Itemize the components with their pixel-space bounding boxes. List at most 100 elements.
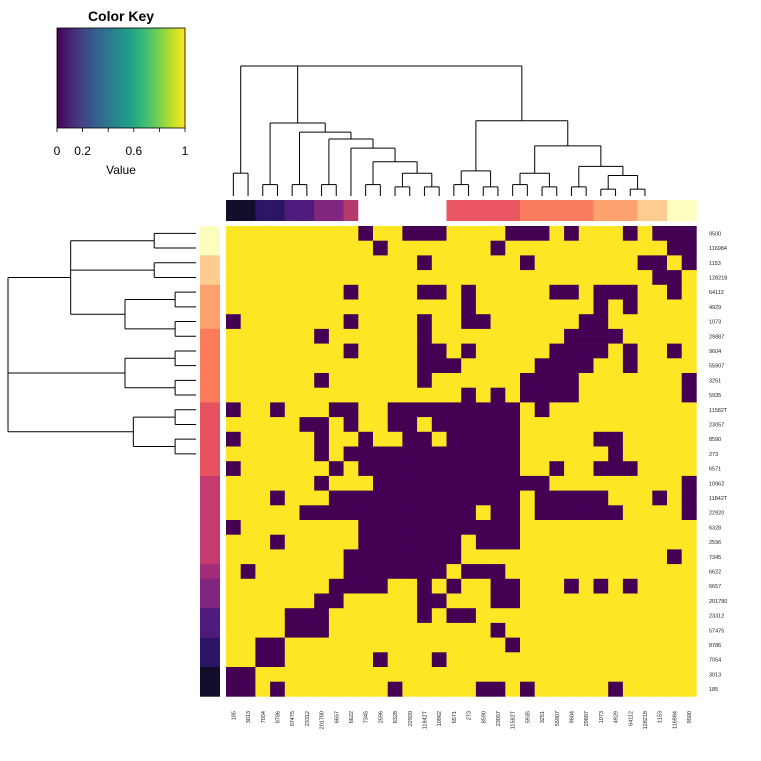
heatmap-cell <box>270 402 286 418</box>
heatmap-cell <box>564 255 580 271</box>
heatmap-cell <box>490 637 506 653</box>
heatmap-cell <box>299 343 315 359</box>
heatmap-cell <box>446 387 462 403</box>
heatmap-cell <box>520 652 535 668</box>
heatmap-cell <box>505 431 521 447</box>
heatmap-cell <box>373 461 388 477</box>
heatmap-cell <box>490 299 506 315</box>
heatmap-cell <box>328 417 344 433</box>
heatmap-cell <box>549 637 565 653</box>
heatmap-cell <box>622 343 638 359</box>
heatmap-cell <box>299 505 315 521</box>
column-sidebar-cell <box>652 200 668 221</box>
heatmap-cell <box>622 475 638 491</box>
heatmap-cell <box>299 299 315 315</box>
row-sidebar-cell <box>200 490 220 506</box>
heatmap-cell <box>328 358 344 374</box>
heatmap-cell <box>490 328 506 344</box>
heatmap-cell <box>549 270 565 286</box>
heatmap-cell <box>681 255 697 271</box>
heatmap-cell <box>387 417 403 433</box>
heatmap-cell <box>373 549 388 565</box>
heatmap-cell <box>593 402 609 418</box>
heatmap-cell <box>387 549 403 565</box>
heatmap-cell <box>328 240 344 256</box>
heatmap-cell <box>270 505 286 521</box>
heatmap-cell <box>534 387 550 403</box>
column-sidebar-cell <box>637 200 653 221</box>
heatmap-cell <box>667 387 682 403</box>
heatmap-cell <box>431 490 447 506</box>
heatmap-cell <box>431 431 447 447</box>
heatmap-cell <box>681 284 697 300</box>
heatmap-cell <box>505 446 521 462</box>
heatmap-cell <box>534 667 550 682</box>
heatmap-cell <box>284 373 300 388</box>
heatmap-cell <box>270 299 286 315</box>
heatmap-cell <box>622 299 638 315</box>
heatmap-cell <box>255 578 271 594</box>
row-label: 4929 <box>709 305 721 311</box>
heatmap-cell <box>681 373 697 388</box>
heatmap-cell <box>314 226 330 241</box>
row-label: 11842T <box>709 496 728 502</box>
heatmap-cell <box>431 578 447 594</box>
heatmap-cell <box>520 270 535 286</box>
heatmap-cell <box>270 608 286 624</box>
row-label: 1073 <box>709 320 721 326</box>
heatmap-cell <box>534 299 550 315</box>
color-key-tick-label: 1 <box>182 144 189 158</box>
heatmap-cell <box>475 431 491 447</box>
heatmap-cell <box>226 446 241 462</box>
heatmap-cell <box>417 270 433 286</box>
heatmap-cell <box>387 652 403 668</box>
heatmap-cell <box>328 387 344 403</box>
heatmap-cell <box>255 520 271 535</box>
heatmap-cell <box>667 578 682 594</box>
heatmap-cell <box>637 520 653 535</box>
heatmap-cell <box>461 578 477 594</box>
heatmap-cell <box>578 520 594 535</box>
heatmap-cell <box>358 446 374 462</box>
heatmap-cell <box>343 593 359 609</box>
heatmap-cell <box>475 549 491 565</box>
heatmap-cell <box>417 387 433 403</box>
heatmap-cell <box>637 622 653 638</box>
heatmap-cell <box>564 270 580 286</box>
heatmap-cell <box>446 564 462 580</box>
heatmap-cell <box>417 431 433 447</box>
heatmap-cell <box>593 417 609 433</box>
heatmap-cell <box>520 284 535 300</box>
heatmap-cell <box>402 431 418 447</box>
heatmap-cell <box>226 328 241 344</box>
column-sidebar-cell <box>622 200 638 221</box>
row-sidebar-cell <box>200 358 220 374</box>
heatmap-cell <box>402 446 418 462</box>
heatmap-cell <box>652 608 668 624</box>
heatmap-cell <box>520 578 535 594</box>
heatmap-cell <box>299 328 315 344</box>
heatmap-cell <box>387 667 403 682</box>
heatmap-cell <box>299 622 315 638</box>
heatmap-cell <box>240 358 256 374</box>
heatmap-cell <box>402 343 418 359</box>
heatmap-cell <box>417 328 433 344</box>
heatmap-cell <box>417 299 433 315</box>
heatmap-cell <box>564 608 580 624</box>
heatmap-cell <box>226 226 241 241</box>
heatmap-cell <box>549 431 565 447</box>
heatmap-cell <box>373 255 388 271</box>
heatmap-cell <box>667 226 682 241</box>
heatmap-cell <box>475 226 491 241</box>
row-label: 11582T <box>709 408 728 414</box>
heatmap-cell <box>578 549 594 565</box>
heatmap-cell <box>373 622 388 638</box>
heatmap-cell <box>358 284 374 300</box>
heatmap-cell <box>652 299 668 315</box>
heatmap-cell <box>520 446 535 462</box>
heatmap-cell <box>446 284 462 300</box>
heatmap-cell <box>240 255 256 271</box>
heatmap-cell <box>373 637 388 653</box>
heatmap-cell <box>505 505 521 521</box>
heatmap-cell <box>373 681 388 697</box>
